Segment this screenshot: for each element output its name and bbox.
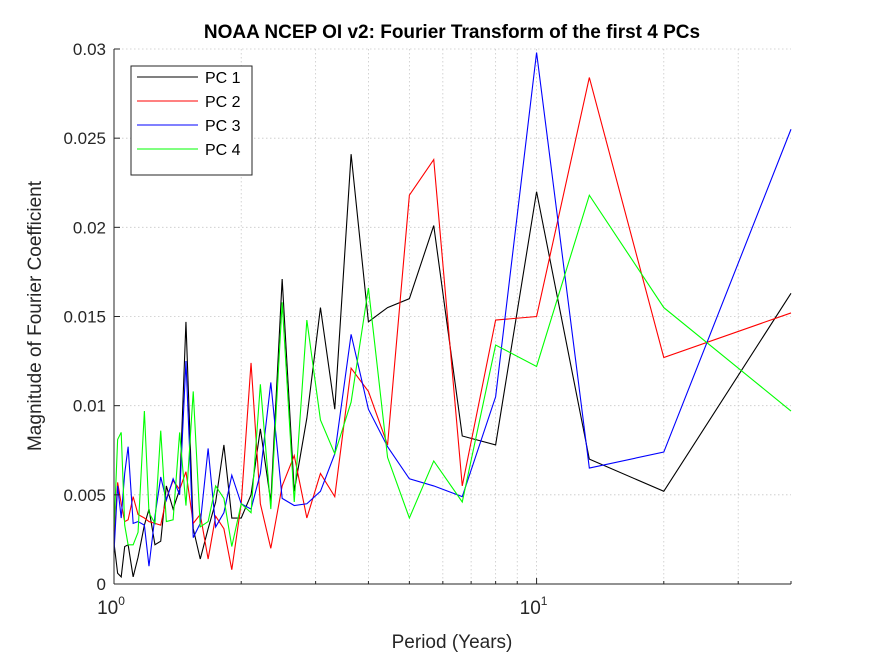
x-tick-base: 10 (520, 598, 541, 619)
x-tick-exponent: 0 (118, 594, 125, 608)
y-tick-label: 0.005 (63, 486, 106, 505)
series-line-pc-1 (113, 154, 792, 579)
x-tick-exponent: 1 (541, 594, 548, 608)
y-tick-label: 0.025 (63, 129, 106, 148)
y-tick-label: 0.015 (63, 308, 106, 327)
series-lines (113, 52, 792, 579)
y-tick-label: 0 (97, 575, 106, 594)
x-ticks: 100 101 (97, 578, 792, 619)
x-tick-base: 10 (97, 598, 118, 619)
series-line-pc-2 (113, 77, 792, 570)
x-tick-label: 101 (520, 594, 548, 619)
y-tick-label: 0.02 (73, 218, 106, 237)
legend-box (130, 65, 253, 176)
legend-label-pc-3: PC 3 (205, 118, 241, 135)
y-tick-label: 0.03 (73, 40, 106, 59)
legend: PC 1 PC 2 PC 3 PC 4 (130, 65, 253, 176)
series-line-pc-3 (113, 52, 792, 567)
legend-label-pc-1: PC 1 (205, 70, 241, 87)
x-tick-label: 100 (97, 594, 125, 619)
legend-label-pc-2: PC 2 (205, 94, 241, 111)
y-tick-label: 0.01 (73, 397, 106, 416)
y-ticks: 0 0.005 0.01 0.015 0.02 0.025 0.03 (63, 40, 120, 594)
chart-title: NOAA NCEP OI v2: Fourier Transform of th… (204, 22, 700, 43)
series-line-pc-4 (113, 193, 792, 547)
y-axis-label: Magnitude of Fourier Coefficient (25, 180, 46, 451)
legend-label-pc-4: PC 4 (205, 142, 241, 159)
x-axis-label: Period (Years) (392, 632, 513, 653)
